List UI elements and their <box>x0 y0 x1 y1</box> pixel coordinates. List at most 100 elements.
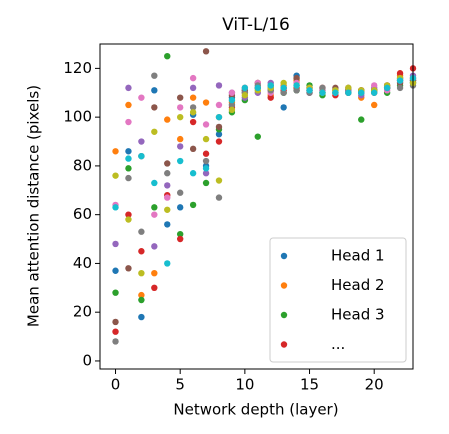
point <box>164 206 171 213</box>
point <box>215 82 223 89</box>
point <box>215 131 223 138</box>
x-tick-label: 10 <box>235 376 254 394</box>
point <box>202 121 210 128</box>
x-tick-label: 15 <box>300 376 319 394</box>
point <box>189 104 197 111</box>
point <box>151 243 158 250</box>
point <box>125 155 132 162</box>
legend-marker <box>280 341 288 348</box>
point <box>267 94 274 101</box>
point <box>280 84 287 92</box>
point <box>112 148 119 155</box>
point <box>138 138 145 145</box>
point <box>396 77 404 84</box>
point <box>112 267 119 274</box>
point <box>176 157 184 165</box>
point <box>164 194 171 201</box>
point <box>151 179 158 187</box>
point <box>164 116 171 123</box>
point <box>280 89 287 96</box>
point <box>370 82 378 89</box>
point <box>202 170 210 177</box>
point <box>306 87 313 94</box>
legend-marker <box>280 252 288 260</box>
y-tick-label: 80 <box>73 156 92 174</box>
point <box>164 182 171 189</box>
point <box>125 174 132 182</box>
point <box>202 135 210 143</box>
legend-marker <box>280 311 288 319</box>
point <box>164 221 171 228</box>
point <box>383 84 391 92</box>
point <box>164 160 171 167</box>
point <box>228 89 236 96</box>
point <box>138 228 145 235</box>
legend-box <box>269 237 407 363</box>
legend-label: Head 3 <box>331 306 385 324</box>
point <box>241 92 249 99</box>
point <box>370 101 378 109</box>
legend-label: Head 1 <box>331 247 385 265</box>
point <box>138 296 145 304</box>
point <box>151 204 158 211</box>
point <box>202 48 210 55</box>
point <box>138 248 145 255</box>
point <box>112 172 119 179</box>
point <box>138 313 145 321</box>
point <box>151 128 158 135</box>
legend-marker <box>280 282 288 289</box>
point <box>176 204 184 211</box>
point <box>176 230 184 238</box>
point <box>125 118 132 126</box>
point <box>189 201 197 209</box>
point <box>125 265 132 272</box>
x-axis-label: Network depth (layer) <box>173 401 338 419</box>
point <box>176 143 184 150</box>
point <box>164 260 171 267</box>
point <box>202 150 210 157</box>
point <box>215 113 223 121</box>
point <box>215 138 223 145</box>
legend-label: Head 2 <box>331 276 385 294</box>
point <box>151 211 158 218</box>
point <box>189 145 197 153</box>
point <box>280 104 287 111</box>
point <box>112 204 119 211</box>
point <box>189 74 197 82</box>
point <box>241 84 249 92</box>
x-tick-label: 5 <box>175 376 185 394</box>
point <box>164 170 171 177</box>
point <box>164 52 171 60</box>
point <box>138 291 145 299</box>
point <box>176 235 184 243</box>
point <box>280 79 287 87</box>
point <box>189 94 197 101</box>
point <box>202 157 210 165</box>
point <box>176 189 184 196</box>
point <box>151 269 158 277</box>
y-tick-label: 100 <box>63 108 92 126</box>
y-tick-label: 20 <box>73 303 92 321</box>
point <box>151 72 158 79</box>
point <box>151 284 158 292</box>
point <box>176 113 184 121</box>
point <box>358 116 365 123</box>
point <box>151 87 158 94</box>
point <box>189 170 197 177</box>
point <box>176 135 184 143</box>
point <box>215 194 223 201</box>
y-tick-label: 60 <box>73 205 92 223</box>
point <box>319 84 326 92</box>
point <box>125 216 132 223</box>
point <box>345 84 352 92</box>
point <box>125 165 132 172</box>
point <box>138 269 145 277</box>
point <box>176 94 184 101</box>
point <box>125 101 132 109</box>
plot-frame <box>99 43 414 370</box>
point <box>228 96 236 104</box>
point <box>293 87 300 94</box>
legend-label: ... <box>331 335 345 353</box>
point <box>267 82 274 89</box>
